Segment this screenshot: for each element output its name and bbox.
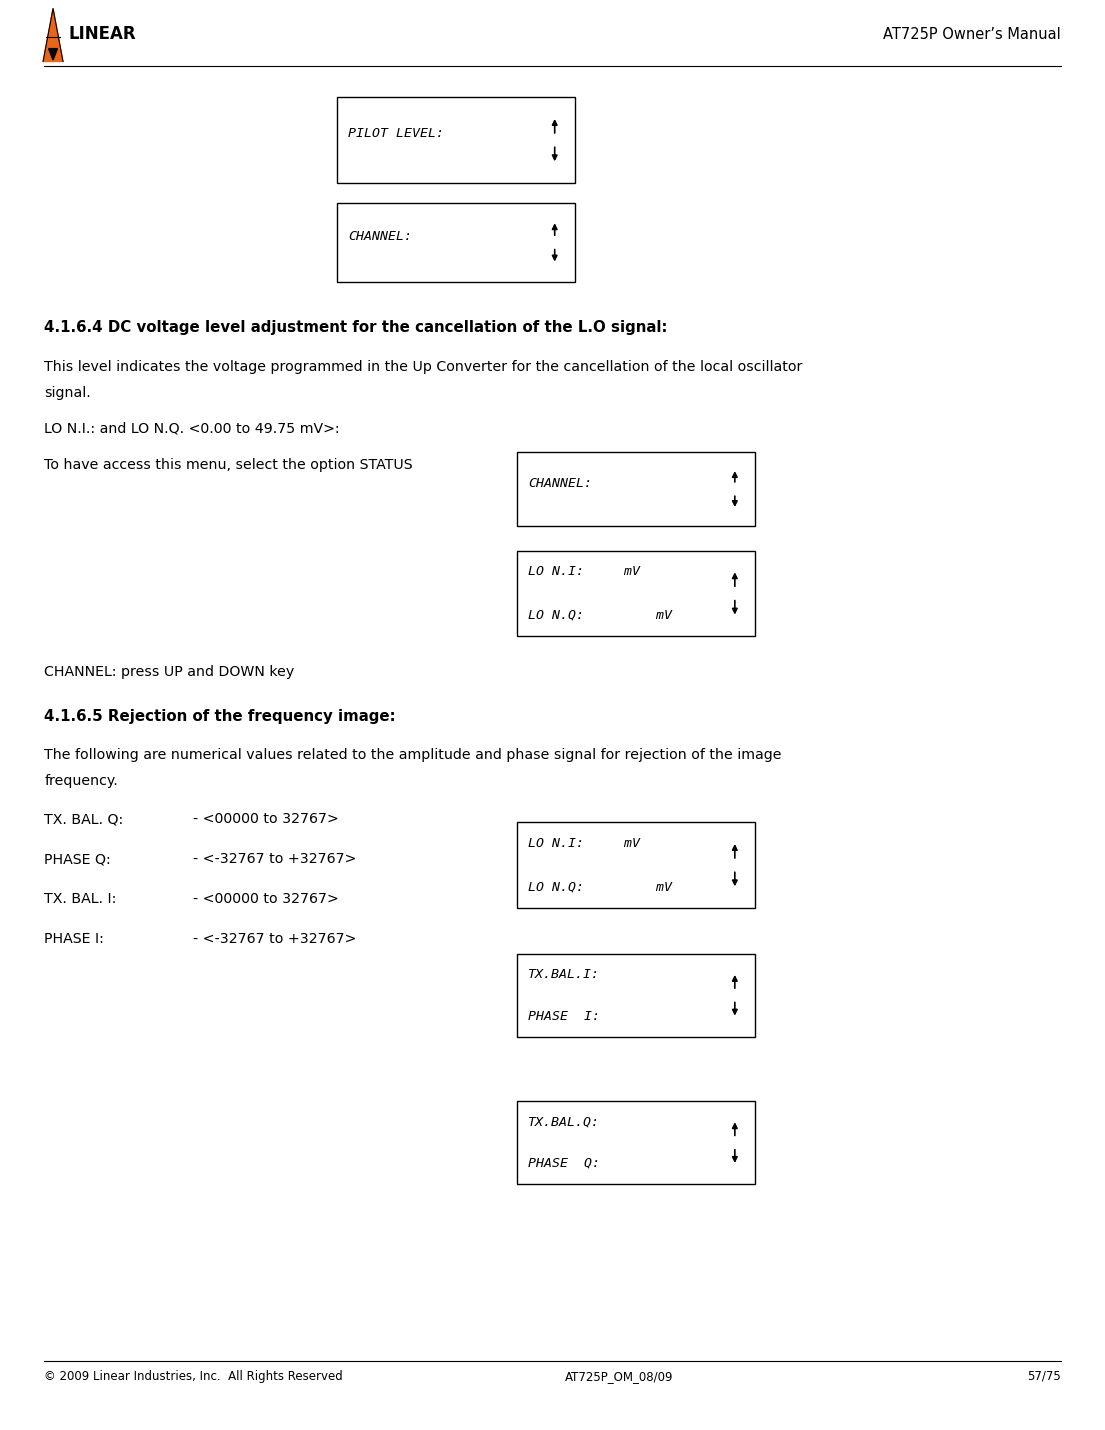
- Text: AT725P Owner’s Manual: AT725P Owner’s Manual: [883, 27, 1061, 41]
- Text: - <00000 to 32767>: - <00000 to 32767>: [193, 812, 339, 827]
- Text: PHASE Q:: PHASE Q:: [44, 852, 111, 867]
- Text: PHASE  I:: PHASE I:: [528, 1010, 600, 1022]
- Polygon shape: [49, 49, 57, 60]
- Text: - <-32767 to +32767>: - <-32767 to +32767>: [193, 852, 357, 867]
- Bar: [517, 452, 755, 526]
- Text: LO N.I:     mV: LO N.I: mV: [528, 837, 640, 851]
- Bar: [517, 822, 755, 908]
- Bar: [517, 1101, 755, 1184]
- Text: TX. BAL. Q:: TX. BAL. Q:: [44, 812, 124, 827]
- Text: LINEAR: LINEAR: [69, 26, 136, 43]
- Text: frequency.: frequency.: [44, 774, 118, 788]
- Text: This level indicates the voltage programmed in the Up Converter for the cancella: This level indicates the voltage program…: [44, 360, 802, 375]
- Text: signal.: signal.: [44, 386, 91, 400]
- Text: LO N.I.: and LO N.Q. <0.00 to 49.75 mV>:: LO N.I.: and LO N.Q. <0.00 to 49.75 mV>:: [44, 422, 340, 436]
- Text: CHANNEL:: CHANNEL:: [528, 476, 592, 489]
- Text: 4.1.6.5 Rejection of the frequency image:: 4.1.6.5 Rejection of the frequency image…: [44, 709, 396, 724]
- Text: TX. BAL. I:: TX. BAL. I:: [44, 892, 116, 907]
- Text: LO N.I:     mV: LO N.I: mV: [528, 565, 640, 579]
- Text: The following are numerical values related to the amplitude and phase signal for: The following are numerical values relat…: [44, 748, 781, 762]
- Text: PILOT LEVEL:: PILOT LEVEL:: [348, 127, 444, 140]
- Text: TX.BAL.Q:: TX.BAL.Q:: [528, 1115, 600, 1128]
- Text: LO N.Q:         mV: LO N.Q: mV: [528, 608, 672, 622]
- Text: PHASE  Q:: PHASE Q:: [528, 1157, 600, 1170]
- Bar: [337, 97, 575, 183]
- Text: © 2009 Linear Industries, Inc.  All Rights Reserved: © 2009 Linear Industries, Inc. All Right…: [44, 1370, 343, 1383]
- Text: - <00000 to 32767>: - <00000 to 32767>: [193, 892, 339, 907]
- Text: - <-32767 to +32767>: - <-32767 to +32767>: [193, 932, 357, 947]
- Text: To have access this menu, select the option STATUS: To have access this menu, select the opt…: [44, 458, 413, 472]
- Text: TX.BAL.I:: TX.BAL.I:: [528, 968, 600, 981]
- Text: 57/75: 57/75: [1027, 1370, 1061, 1383]
- Bar: [517, 551, 755, 636]
- Text: 4.1.6.4 DC voltage level adjustment for the cancellation of the L.O signal:: 4.1.6.4 DC voltage level adjustment for …: [44, 320, 667, 335]
- Text: LO N.Q:         mV: LO N.Q: mV: [528, 879, 672, 894]
- Bar: [337, 203, 575, 282]
- Bar: [517, 954, 755, 1037]
- Text: CHANNEL: press UP and DOWN key: CHANNEL: press UP and DOWN key: [44, 665, 294, 679]
- Text: AT725P_OM_08/09: AT725P_OM_08/09: [565, 1370, 673, 1383]
- Polygon shape: [43, 9, 63, 61]
- Text: CHANNEL:: CHANNEL:: [348, 230, 412, 243]
- Text: PHASE I:: PHASE I:: [44, 932, 104, 947]
